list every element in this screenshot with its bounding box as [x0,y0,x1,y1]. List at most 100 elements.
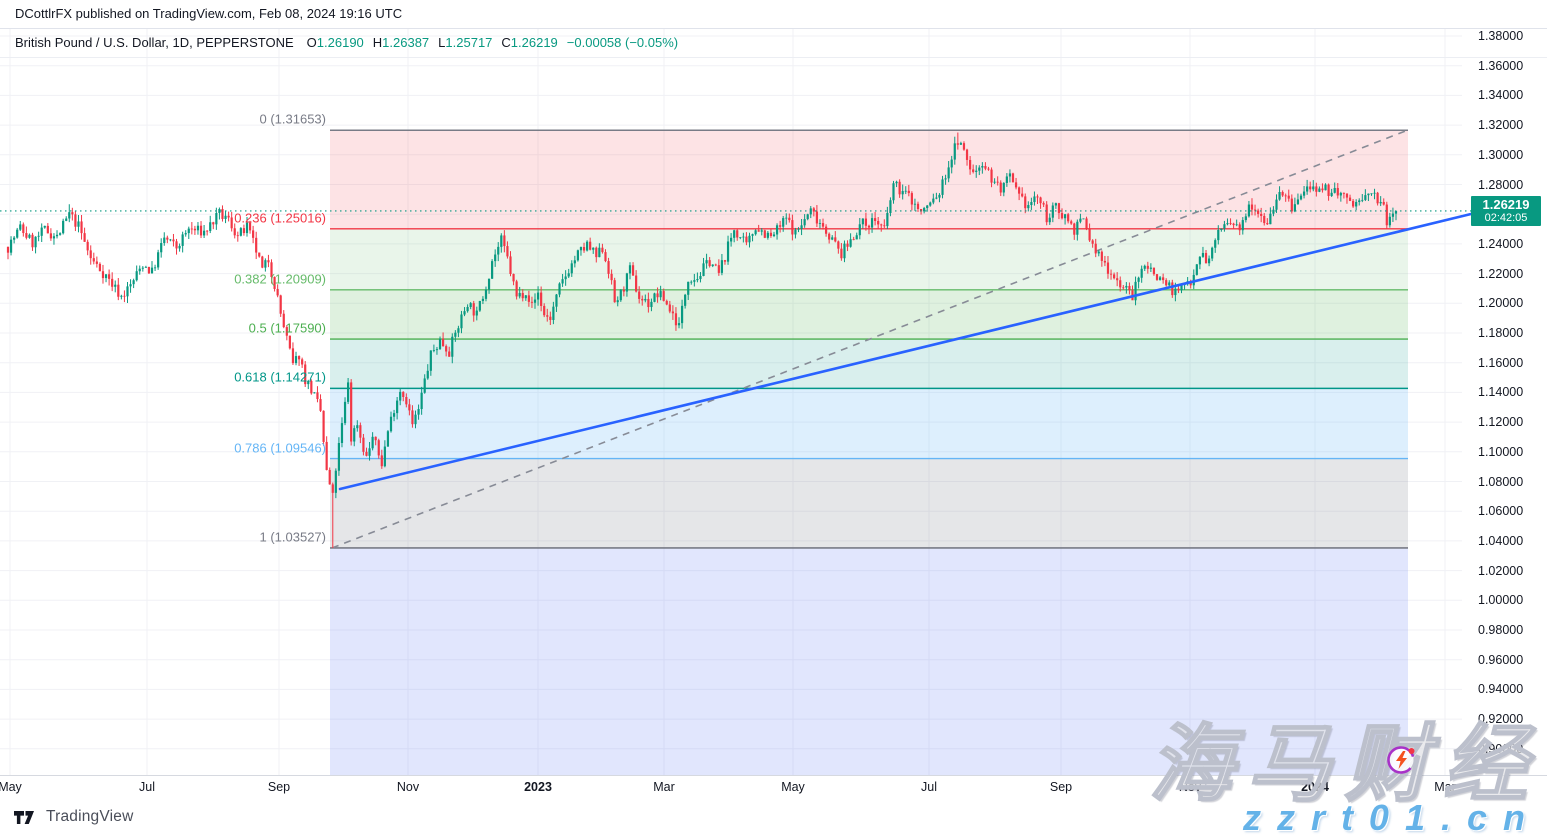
candle-body [101,271,105,279]
candle-body [628,265,632,274]
candle-body [1296,199,1300,205]
candle-body [28,234,31,238]
candle-body [1171,282,1174,296]
candle-body [466,306,469,312]
time-axis-label: Nov [396,780,420,794]
blue-trendline[interactable] [338,212,1473,491]
candle-body [518,292,521,297]
candle-body [163,237,166,244]
candle-body [775,225,779,235]
candle-body [1373,192,1376,194]
candle-body [160,243,163,253]
candle-body [754,230,757,235]
candle-body [601,247,604,253]
candle-body [273,277,276,289]
candle-body [74,214,77,227]
candle-body [120,295,123,297]
candle-body [1024,196,1027,209]
candle-body [959,143,963,145]
candle-body [181,234,184,246]
candle-body [1302,191,1306,196]
candle-body [319,399,322,411]
time-axis-label: May [0,780,22,794]
candle-body [564,276,567,280]
candle-body [910,193,913,205]
candle-body [760,230,763,232]
candle-body [720,260,724,273]
candle-body [999,182,1002,193]
candle-body [347,382,350,402]
candle-body [484,289,488,299]
candle-body [316,392,319,400]
candle-body [1370,193,1373,195]
candle-body [454,332,457,337]
candle-body [723,260,727,262]
candle-body [1214,240,1217,248]
price-axis-label: 1.14000 [1478,385,1524,400]
lightning-icon[interactable] [1385,743,1419,777]
candle-body [1364,195,1367,200]
candle-body [218,208,221,213]
time-axis-label: Nov [1178,780,1202,794]
candle-body [343,401,347,424]
candle-body [1119,280,1122,288]
candle-body [491,261,494,279]
time-axis[interactable]: May Jul Sep Nov 2023 Mar May Jul Sep Nov 2024 Mar [0,775,1547,802]
candle-body [742,236,745,238]
candle-body [1048,217,1051,223]
candle-body [55,234,59,237]
candle-body [555,294,558,307]
candle-body [9,239,13,253]
candle-body [540,292,543,306]
candle-body [1376,192,1379,204]
price-axis-label: 1.24000 [1478,236,1524,251]
candle-body [892,183,895,201]
candle-body [576,250,580,261]
candle-body [1070,221,1073,224]
candle-body [1361,199,1364,201]
candle-body [962,143,966,150]
candle-body [147,266,151,274]
candle-body [1339,192,1342,196]
dashed-trendline[interactable] [331,129,1409,549]
candle-body [613,280,616,303]
candle-body [864,218,868,226]
candle-body [1134,281,1137,301]
candle-body [475,310,478,316]
candle-body [530,301,534,303]
price-axis-label: 1.16000 [1478,355,1524,370]
price-axis[interactable]: 1.38000 1.36000 1.34000 1.32000 1.30000 1.280… [1462,28,1547,775]
candle-body [282,313,285,328]
candle-body [264,260,267,268]
candle-body [304,364,307,385]
candle-body [1018,187,1021,194]
fib-zone [330,339,1408,389]
candle-body [279,295,282,314]
tradingview-logo[interactable]: TradingView [14,808,134,826]
candle-body [1180,284,1183,291]
candle-body [46,225,49,234]
candle-body [353,428,356,442]
ohlc-open: O1.26190 [306,35,364,50]
candle-body [852,239,855,241]
candle-body [1073,223,1076,235]
candle-body [374,436,377,441]
candle-body [1336,187,1339,196]
candle-body [837,241,840,249]
price-axis-label: 1.32000 [1478,118,1524,133]
candle-body [371,436,374,449]
candle-body [972,169,975,172]
candle-body [650,301,653,308]
candle-body [828,233,831,240]
candle-body [337,443,341,471]
candle-body [420,392,423,410]
candle-body [592,247,595,250]
candle-body [389,416,393,432]
candle-body [604,252,607,262]
candle-body [71,212,74,215]
candle-body [239,228,242,236]
price-axis-label: 0.96000 [1478,652,1524,667]
candle-body [561,279,564,284]
